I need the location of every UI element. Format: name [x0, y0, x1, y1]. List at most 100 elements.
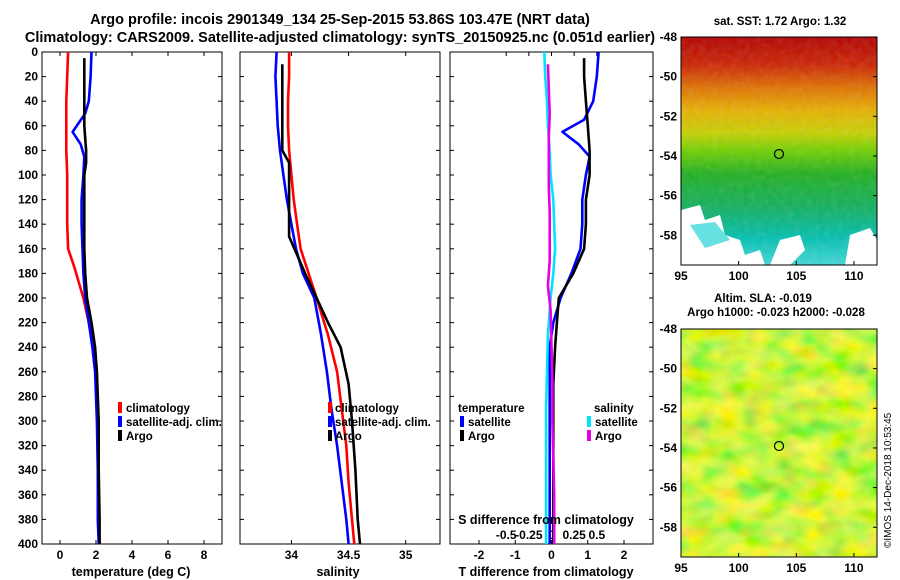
series-line-argo	[280, 64, 362, 544]
x-tick-label: 35	[399, 548, 413, 562]
sla-map-image	[681, 329, 877, 557]
legend-swatch-argo	[328, 430, 332, 441]
legend-label: Argo	[126, 431, 153, 443]
map-x-tick-label: 100	[729, 561, 749, 575]
legend-swatch-s-satellite	[587, 416, 591, 427]
sla-map-ticks: 95 100 105 110 -48 -50 -52 -54 -56 -58	[660, 322, 877, 575]
map-y-tick-label: -56	[660, 481, 678, 495]
sla-argo-location-marker	[773, 440, 785, 452]
depth-tick-label: 340	[18, 463, 38, 477]
series-line-argo	[83, 58, 101, 544]
x-tick-label: -1	[510, 548, 521, 562]
difference-series	[543, 52, 600, 544]
salinity-series	[274, 52, 362, 544]
sla-map-frame	[680, 328, 878, 558]
x-tick-label: 34.5	[337, 548, 361, 562]
legend-swatch-t-satellite	[460, 416, 464, 427]
x-tick-label: 0	[57, 548, 64, 562]
map-y-tick-label: -50	[660, 70, 678, 84]
x-tick-label: 8	[201, 548, 208, 562]
legend-swatch-climatology	[328, 402, 332, 413]
x-tick-label: 34	[285, 548, 299, 562]
figure-title-line1: Argo profile: incois 2901349_134 25-Sep-…	[90, 12, 590, 28]
map-y-tick-label: -58	[660, 228, 678, 242]
depth-tick-label: 300	[18, 414, 38, 428]
depth-tick-label: 220	[18, 316, 38, 330]
map-y-tick-label: -52	[660, 109, 678, 123]
depth-tick-label: 400	[18, 537, 38, 551]
temperature-series	[65, 52, 101, 544]
figure-title-line2: Climatology: CARS2009. Satellite-adjuste…	[25, 30, 655, 46]
depth-tick-label: 40	[25, 94, 39, 108]
s-tick-label: 0.25	[562, 528, 586, 542]
legend-swatch-s-argo	[587, 430, 591, 441]
series-line-t-satellite	[548, 52, 600, 544]
legend-label: Argo	[595, 431, 622, 443]
legend-swatch-t-argo	[460, 430, 464, 441]
map-x-tick-label: 95	[674, 269, 688, 283]
sst-map-title: sat. SST: 1.72 Argo: 1.32	[714, 16, 847, 28]
depth-tick-label: 140	[18, 217, 38, 231]
sst-map-image	[681, 37, 877, 265]
map-y-tick-label: -50	[660, 362, 678, 376]
temperature-legend: climatology satellite-adj. clim. Argo	[118, 402, 222, 443]
x-tick-label: 2	[93, 548, 100, 562]
temperature-x-ticks: 0 2 4 6 8	[57, 52, 208, 562]
difference-x-ticks: -2 -1 0 1 2 -0.5-0.25 0 0.25 0.5	[474, 52, 628, 562]
x-tick-label: 0	[548, 548, 555, 562]
s-tick-label: -0.25	[515, 528, 543, 542]
depth-tick-label: 200	[18, 291, 38, 305]
map-x-tick-label: 100	[729, 269, 749, 283]
map-x-tick-label: 110	[844, 561, 864, 575]
legend-label: satellite-adj. clim.	[126, 417, 222, 429]
legend-title-temperature: temperature	[458, 403, 524, 415]
legend-swatch-satellite	[118, 416, 122, 427]
legend-label: satellite	[595, 417, 638, 429]
x-tick-label: 6	[165, 548, 172, 562]
depth-tick-label: 80	[25, 143, 39, 157]
legend-label: Argo	[468, 431, 495, 443]
s-tick-label: 0.5	[588, 528, 605, 542]
map-y-tick-label: -58	[660, 520, 678, 534]
map-y-tick-label: -48	[660, 30, 678, 44]
difference-xlabel: T difference from climatology	[458, 565, 633, 579]
depth-tick-label: 260	[18, 365, 38, 379]
difference-legend: temperature satellite Argo salinity sate…	[458, 403, 638, 443]
depth-tick-label: 360	[18, 488, 38, 502]
legend-title-salinity: salinity	[594, 403, 634, 415]
map-y-tick-label: -52	[660, 401, 678, 415]
legend-label: satellite	[468, 417, 511, 429]
x-tick-label: 1	[584, 548, 591, 562]
temperature-xlabel: temperature (deg C)	[72, 565, 191, 579]
depth-tick-label: 120	[18, 193, 38, 207]
series-line-satellite-adj-clim-	[71, 52, 100, 544]
s-tick-label: 0	[548, 528, 555, 542]
depth-tick-label: 20	[25, 70, 39, 84]
imos-credit: ©IMOS 14-Dec-2018 10:53:45	[883, 412, 894, 548]
temperature-panel	[41, 51, 223, 545]
map-x-tick-label: 105	[786, 269, 806, 283]
depth-tick-label: 180	[18, 266, 38, 280]
salinity-legend: climatology satellite-adj. clim. Argo	[328, 402, 431, 443]
legend-label: satellite-adj. clim.	[335, 417, 431, 429]
legend-label: climatology	[126, 403, 191, 415]
depth-tick-label: 240	[18, 340, 38, 354]
x-tick-label: 4	[129, 548, 136, 562]
depth-tick-label: 380	[18, 512, 38, 526]
map-x-tick-label: 110	[844, 269, 864, 283]
map-y-tick-label: -48	[660, 322, 678, 336]
depth-tick-label: 320	[18, 439, 38, 453]
salinity-xlabel: salinity	[316, 565, 359, 579]
series-line-s-argo	[546, 64, 556, 544]
legend-swatch-satellite	[328, 416, 332, 427]
sst-map-frame	[680, 36, 878, 266]
legend-swatch-climatology	[118, 402, 122, 413]
map-x-tick-label: 105	[786, 561, 806, 575]
sst-argo-location-marker	[773, 148, 785, 160]
map-y-tick-label: -56	[660, 189, 678, 203]
depth-tick-label: 160	[18, 242, 38, 256]
legend-label: climatology	[335, 403, 400, 415]
x-tick-label: -2	[474, 548, 485, 562]
depth-tick-label: 60	[25, 119, 39, 133]
